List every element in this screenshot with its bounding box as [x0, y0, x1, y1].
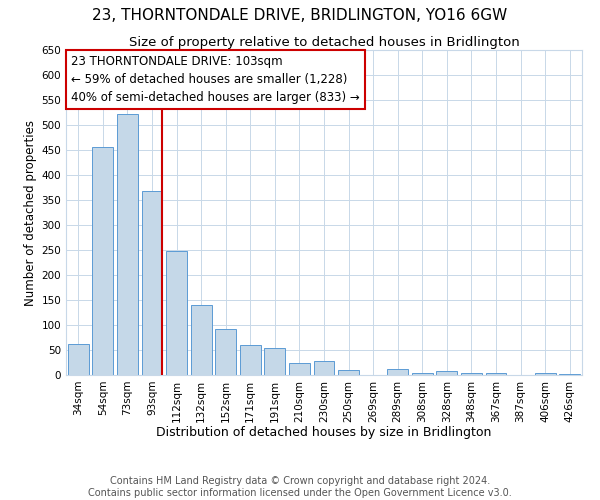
Y-axis label: Number of detached properties: Number of detached properties	[24, 120, 37, 306]
Bar	[92, 147, 113, 375]
Bar	[485, 373, 506, 375]
Bar	[387, 369, 408, 375]
Text: 23, THORNTONDALE DRIVE, BRIDLINGTON, YO16 6GW: 23, THORNTONDALE DRIVE, BRIDLINGTON, YO1…	[92, 8, 508, 22]
Bar	[289, 362, 310, 375]
Bar	[265, 348, 286, 375]
Bar	[412, 372, 433, 375]
Title: Size of property relative to detached houses in Bridlington: Size of property relative to detached ho…	[128, 36, 520, 49]
Bar	[68, 344, 89, 375]
Bar	[117, 114, 138, 375]
Bar	[338, 370, 359, 375]
Bar	[559, 374, 580, 375]
Text: 23 THORNTONDALE DRIVE: 103sqm
← 59% of detached houses are smaller (1,228)
40% o: 23 THORNTONDALE DRIVE: 103sqm ← 59% of d…	[71, 55, 360, 104]
Bar	[535, 373, 556, 375]
Bar	[166, 251, 187, 375]
X-axis label: Distribution of detached houses by size in Bridlington: Distribution of detached houses by size …	[157, 426, 491, 439]
Bar	[240, 345, 261, 375]
Bar	[142, 191, 163, 375]
Text: Contains HM Land Registry data © Crown copyright and database right 2024.
Contai: Contains HM Land Registry data © Crown c…	[88, 476, 512, 498]
Bar	[436, 371, 457, 375]
Bar	[215, 329, 236, 375]
Bar	[314, 361, 334, 375]
Bar	[191, 305, 212, 375]
Bar	[461, 372, 482, 375]
